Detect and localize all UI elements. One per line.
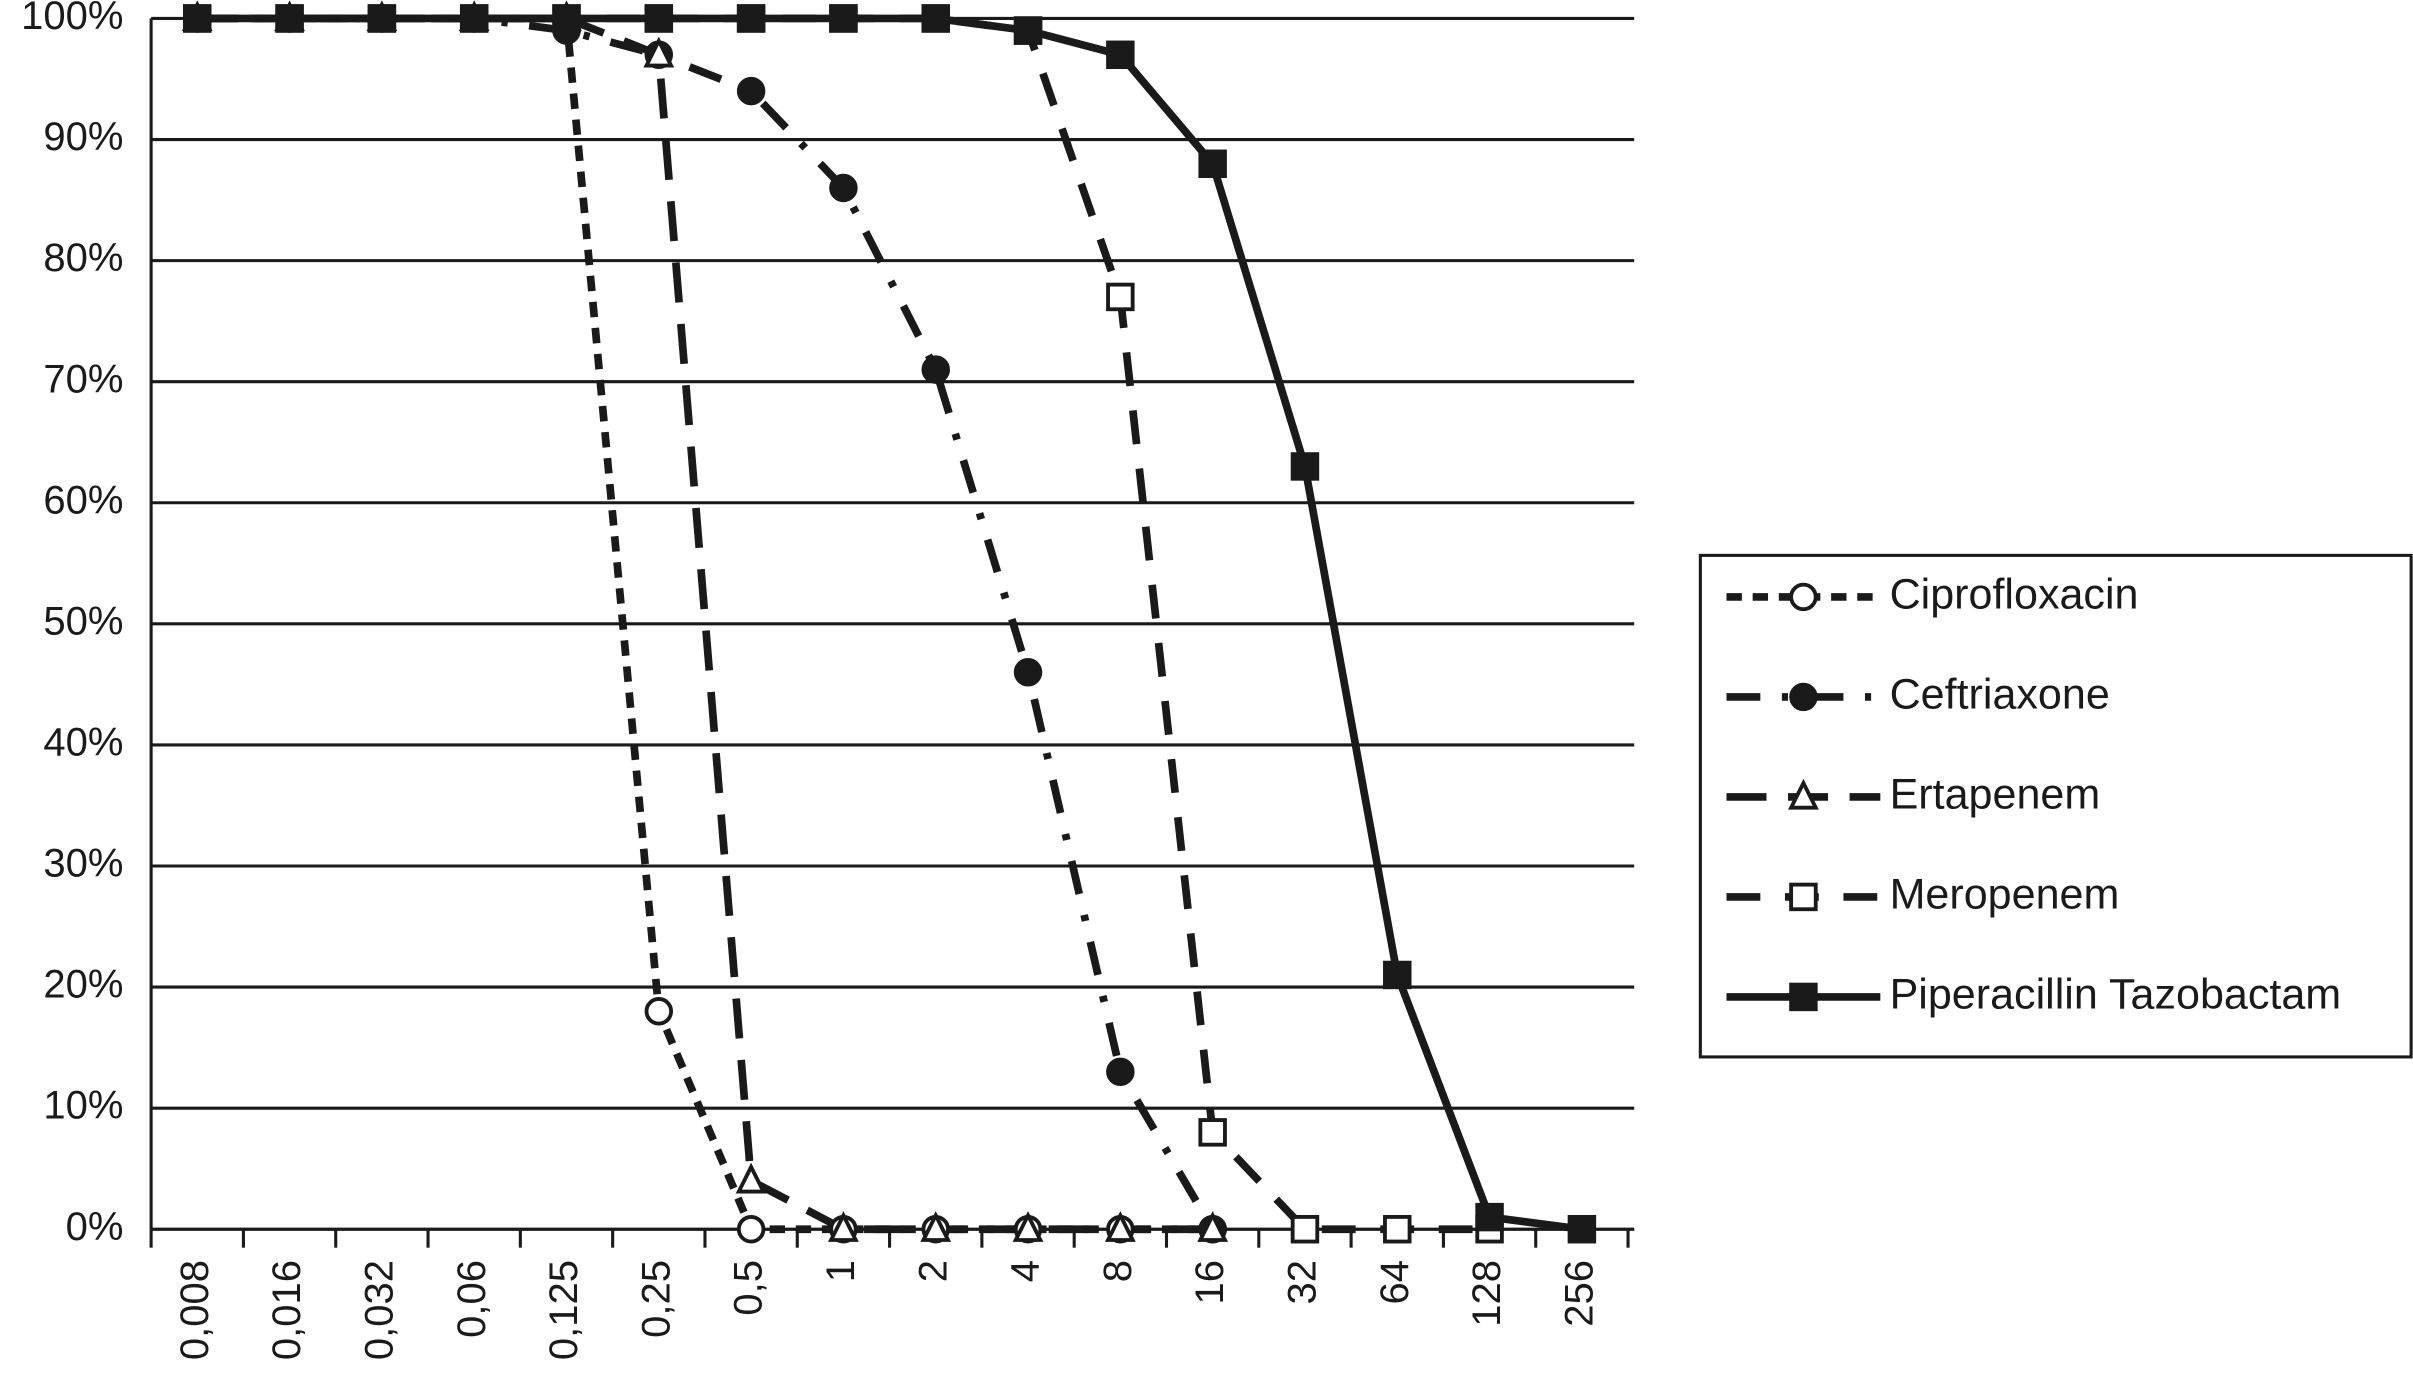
marker — [1567, 1215, 1597, 1244]
y-tick-label: 50% — [43, 599, 123, 643]
marker — [1789, 682, 1818, 712]
marker — [1198, 1118, 1227, 1147]
marker — [1198, 149, 1227, 178]
marker — [829, 4, 858, 33]
x-tick-label: 0,06 — [450, 1260, 494, 1338]
y-tick-label: 90% — [43, 115, 123, 159]
x-tick-label: 0,032 — [357, 1260, 401, 1360]
marker — [921, 4, 950, 33]
marker — [1789, 582, 1818, 612]
marker — [1789, 882, 1818, 912]
marker — [1013, 16, 1043, 45]
marker — [183, 4, 212, 33]
marker — [367, 4, 397, 33]
x-tick-label: 1 — [819, 1260, 863, 1282]
y-tick-label: 10% — [43, 1084, 123, 1128]
marker — [1106, 282, 1135, 312]
marker — [1290, 1215, 1320, 1244]
marker — [1106, 40, 1135, 70]
y-tick-label: 60% — [43, 478, 123, 522]
marker — [736, 76, 766, 106]
marker — [1788, 778, 1819, 810]
marker — [1789, 982, 1818, 1012]
marker — [1383, 960, 1412, 990]
x-tick-label: 0,25 — [634, 1260, 678, 1338]
marker — [1290, 452, 1320, 481]
y-tick-label: 30% — [43, 842, 123, 886]
x-tick-label: 16 — [1188, 1260, 1232, 1305]
legend-label: Ertapenem — [1890, 770, 2101, 818]
legend-label: Ciprofloxacin — [1890, 570, 2139, 618]
y-tick-label: 70% — [43, 357, 123, 401]
marker — [1106, 1057, 1135, 1087]
legend-label: Piperacillin Tazobactam — [1890, 970, 2342, 1018]
x-tick-label: 2 — [911, 1260, 955, 1282]
marker — [736, 1215, 766, 1244]
x-tick-label: 0,125 — [542, 1260, 586, 1360]
marker — [921, 355, 950, 384]
series-line — [197, 14, 1583, 1234]
x-tick-label: 128 — [1465, 1260, 1509, 1327]
marker — [1383, 1215, 1412, 1244]
marker — [1013, 658, 1043, 687]
x-tick-label: 64 — [1373, 1260, 1417, 1305]
marker — [643, 36, 675, 68]
x-tick-label: 4 — [1004, 1260, 1048, 1282]
x-tick-label: 32 — [1281, 1260, 1325, 1305]
marker — [275, 4, 304, 33]
y-tick-label: 40% — [43, 720, 123, 764]
marker — [735, 1162, 767, 1194]
marker — [1104, 1211, 1136, 1242]
legend-label: Ceftriaxone — [1890, 670, 2110, 718]
marker — [552, 4, 581, 33]
x-tick-label: 0,016 — [265, 1260, 309, 1360]
marker — [828, 1211, 859, 1242]
x-tick-label: 256 — [1557, 1260, 1601, 1327]
marker — [644, 4, 674, 33]
marker — [459, 4, 489, 33]
y-tick-label: 100% — [21, 0, 123, 38]
legend-box — [1698, 553, 2413, 1059]
marker — [1012, 1211, 1044, 1242]
y-tick-label: 0% — [66, 1205, 124, 1249]
marker — [644, 997, 674, 1026]
x-tick-label: 0,5 — [727, 1260, 771, 1316]
x-tick-label: 8 — [1096, 1260, 1140, 1282]
marker — [736, 4, 766, 33]
y-tick-label: 20% — [43, 963, 123, 1007]
marker — [829, 173, 858, 203]
y-tick-label: 80% — [43, 236, 123, 280]
marker — [1197, 1211, 1229, 1242]
marker — [1475, 1202, 1504, 1232]
marker — [920, 1211, 952, 1242]
x-tick-label: 0,008 — [173, 1260, 217, 1360]
legend-label: Meropenem — [1890, 870, 2120, 918]
